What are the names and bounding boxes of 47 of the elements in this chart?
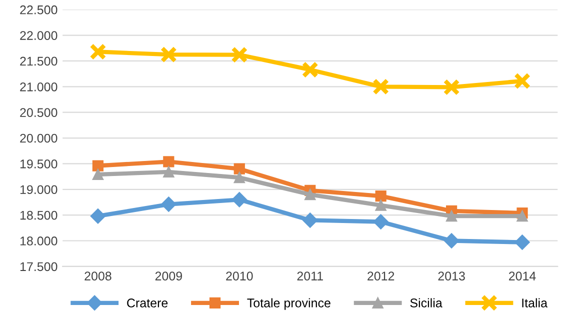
y-tick-label: 21.000 [20,82,58,92]
point [160,46,178,63]
point [516,210,528,222]
x-tick-label: 2013 [438,272,465,280]
point [232,192,247,208]
point [514,234,530,250]
point [375,200,386,211]
point [92,168,104,180]
x-tick-label: 2008 [84,272,112,280]
x-tick-label: 2014 [508,272,536,280]
y-tick-label: 21.500 [20,56,58,66]
y-tick-label: 20.500 [20,108,58,117]
point [163,166,174,178]
y-tick-label: 17.500 [20,262,58,272]
y-tick-label: 18.500 [20,210,58,220]
x-tick-label: 2012 [368,272,394,280]
y-tick-label: 22.500 [20,5,58,14]
point [92,160,104,172]
point [302,212,318,228]
legend-label: Sicilia [410,298,442,308]
point [446,210,458,222]
y-tick-label: 19.500 [20,160,58,168]
point [302,61,318,78]
x-tick-label: 2011 [297,272,323,280]
legend-label: Totale province [247,298,330,310]
point [231,46,248,64]
y-tick-label: 22.000 [20,31,58,40]
point [234,163,245,174]
point [444,233,460,248]
x-tick-label: 2010 [226,272,253,280]
point [304,188,316,200]
point [161,196,176,212]
y-tick-label: 19.000 [20,185,58,194]
point [375,190,386,202]
point [163,156,174,168]
point [372,78,390,96]
point [514,72,531,90]
y-tick-label: 18.000 [20,236,58,246]
point [90,208,106,224]
x-tick-label: 2009 [155,272,182,280]
y-tick-label: 20.000 [20,134,58,143]
legend-label: Italia [522,298,548,308]
point [234,172,245,184]
point [373,214,388,230]
point [443,78,460,96]
legend-label: Cratere [127,298,168,308]
point [90,43,106,60]
